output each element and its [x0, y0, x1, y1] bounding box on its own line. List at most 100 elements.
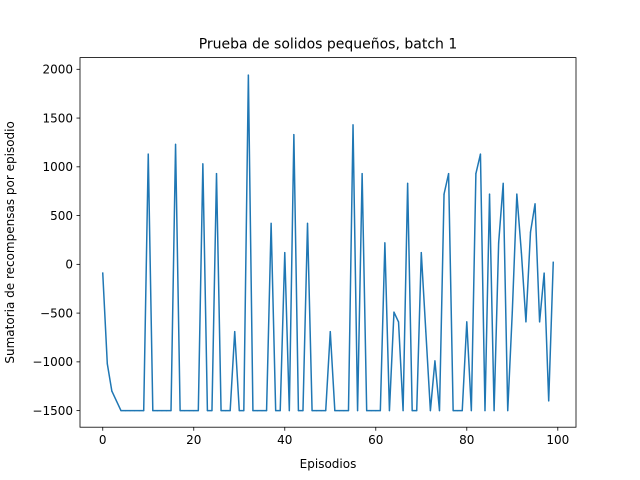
data-point [316, 410, 318, 412]
data-point [124, 410, 127, 412]
data-point [502, 182, 504, 185]
data-point [111, 390, 113, 392]
data-point [493, 410, 495, 412]
data-point [211, 410, 213, 412]
data-point [311, 410, 313, 412]
data-point [120, 410, 122, 412]
data-point [147, 153, 149, 155]
x-tick-label: 20 [186, 433, 201, 447]
data-point [356, 410, 359, 412]
x-tick-label: 0 [99, 433, 107, 447]
axes-frame [79, 57, 577, 428]
data-point [156, 410, 158, 412]
data-point [229, 410, 231, 412]
data-point [347, 410, 350, 412]
data-point [261, 410, 263, 412]
x-axis-label: Episodios [300, 457, 357, 471]
data-point [407, 182, 409, 185]
data-point [302, 410, 304, 412]
data-point [361, 173, 363, 175]
data-point [143, 410, 145, 412]
data-point [507, 410, 509, 412]
data-point [393, 311, 395, 313]
data-point [134, 410, 136, 412]
x-tick-label: 40 [277, 433, 292, 447]
data-point [184, 410, 186, 412]
data-point [102, 272, 104, 274]
y-tick-label: 500 [50, 209, 73, 223]
x-tick-label: 60 [368, 433, 383, 447]
data-point [174, 143, 177, 145]
data-point [388, 410, 391, 412]
data-point [288, 410, 290, 412]
data-point [520, 252, 522, 254]
data-point [234, 331, 236, 333]
y-tick-label: 1000 [42, 160, 73, 174]
data-point [193, 410, 195, 412]
data-point [438, 410, 441, 412]
data-point [375, 410, 377, 412]
data-point [411, 410, 413, 412]
data-point [106, 363, 108, 365]
chart-title: Prueba de solidos pequeños, batch 1 [199, 37, 458, 53]
plot-area [101, 74, 555, 412]
data-point [511, 311, 513, 313]
y-axis-ticks: −1500 −1000 −500 0 500 1000 1500 2000 [32, 63, 80, 418]
data-point [220, 410, 222, 412]
data-point [338, 410, 340, 412]
data-point [225, 410, 227, 412]
data-point [452, 410, 454, 412]
y-tick-label: 2000 [42, 63, 73, 77]
y-tick-label: −500 [40, 306, 73, 320]
data-point [484, 410, 486, 412]
data-point [279, 410, 281, 412]
data-point [529, 231, 532, 233]
data-point [306, 222, 309, 224]
data-point [165, 410, 168, 412]
data-point [470, 410, 472, 412]
data-point [479, 153, 482, 155]
data-point [548, 400, 550, 402]
y-tick-label: −1500 [32, 404, 73, 418]
data-point [402, 410, 404, 412]
data-point [447, 173, 450, 175]
data-point [206, 410, 209, 412]
data-point [188, 410, 190, 412]
data-point [475, 173, 477, 175]
x-tick-label: 80 [459, 433, 474, 447]
data-point [429, 410, 431, 412]
data-point [420, 252, 422, 254]
series-line [101, 74, 555, 412]
data-point [325, 410, 327, 412]
data-point [343, 410, 345, 412]
data-point [516, 193, 518, 195]
data-point [265, 410, 268, 412]
data-point [138, 410, 140, 412]
data-point [152, 410, 154, 412]
data-point [457, 410, 459, 412]
y-tick-label: 0 [65, 258, 73, 272]
data-point [384, 242, 386, 244]
data-point [243, 410, 245, 412]
data-point [525, 321, 527, 323]
data-point [329, 331, 331, 333]
data-point [379, 410, 381, 412]
data-point [370, 410, 372, 412]
y-axis-label: Sumatoria de recompensas por episodio [3, 121, 17, 363]
data-point [284, 252, 286, 254]
y-tick-label: −1000 [32, 355, 73, 369]
data-point [498, 242, 500, 244]
x-tick-label: 100 [546, 433, 569, 447]
data-point [161, 410, 163, 412]
data-point [129, 410, 131, 412]
data-point [416, 410, 418, 412]
data-point [197, 410, 199, 412]
data-point [543, 272, 545, 274]
data-point [366, 410, 368, 412]
data-point [538, 321, 541, 323]
data-point [252, 410, 254, 412]
data-point [425, 331, 427, 333]
data-point [352, 124, 354, 126]
y-tick-label: 1500 [42, 111, 73, 125]
